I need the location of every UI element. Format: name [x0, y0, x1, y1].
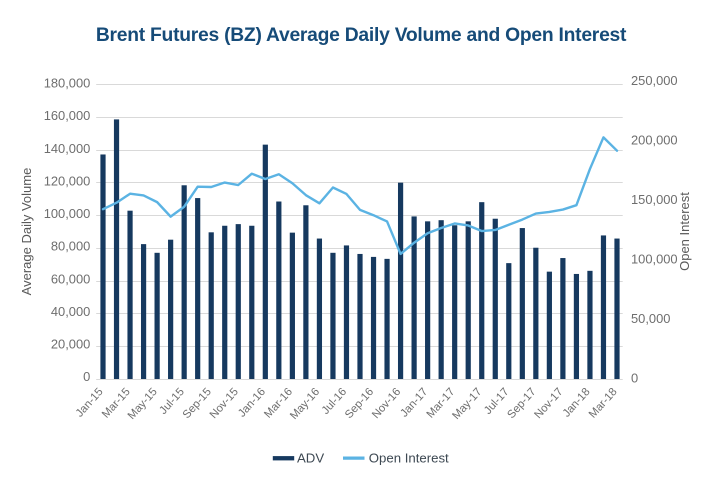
svg-text:180,000: 180,000	[44, 76, 91, 91]
svg-text:0: 0	[631, 371, 638, 386]
svg-text:Sep-16: Sep-16	[343, 386, 376, 421]
svg-text:Sep-17: Sep-17	[505, 386, 538, 421]
svg-text:120,000: 120,000	[44, 173, 91, 188]
svg-text:50,000: 50,000	[631, 311, 670, 326]
svg-text:Nov-17: Nov-17	[532, 386, 565, 421]
svg-text:60,000: 60,000	[51, 271, 90, 286]
svg-text:May-16: May-16	[288, 386, 322, 422]
svg-text:May-17: May-17	[450, 386, 484, 422]
svg-text:250,000: 250,000	[631, 73, 678, 88]
svg-text:200,000: 200,000	[631, 133, 678, 148]
svg-text:100,000: 100,000	[631, 252, 678, 267]
svg-text:40,000: 40,000	[51, 304, 90, 319]
svg-text:160,000: 160,000	[44, 108, 91, 123]
svg-text:140,000: 140,000	[44, 141, 91, 156]
svg-text:Nov-16: Nov-16	[370, 386, 403, 421]
svg-text:80,000: 80,000	[51, 239, 90, 254]
svg-text:100,000: 100,000	[44, 206, 91, 221]
svg-text:May-15: May-15	[126, 386, 160, 422]
svg-text:Open Interest: Open Interest	[677, 192, 692, 271]
svg-text:Nov-15: Nov-15	[208, 386, 241, 421]
svg-text:150,000: 150,000	[631, 192, 678, 207]
svg-text:ADV: ADV	[297, 451, 324, 466]
svg-text:20,000: 20,000	[51, 337, 90, 352]
svg-text:Mar-18: Mar-18	[587, 386, 620, 421]
svg-text:Open Interest: Open Interest	[369, 451, 449, 466]
svg-text:Sep-15: Sep-15	[181, 386, 214, 421]
svg-text:Average Daily Volume: Average Daily Volume	[19, 168, 34, 296]
svg-text:0: 0	[83, 369, 90, 384]
